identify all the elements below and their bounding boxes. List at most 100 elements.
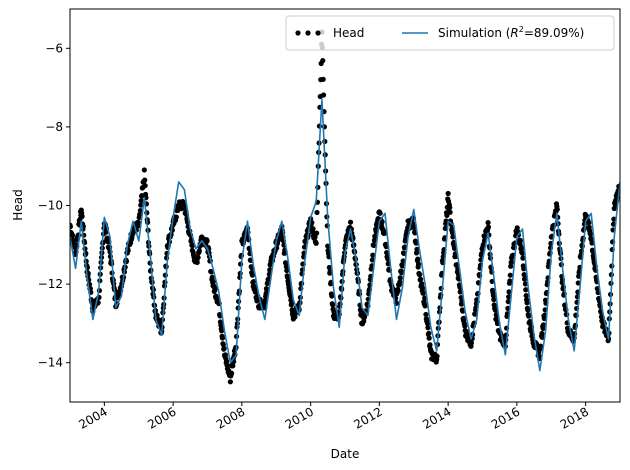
head-point: [523, 287, 529, 293]
head-point: [249, 272, 256, 278]
head-point: [221, 345, 227, 352]
head-point: [320, 76, 326, 82]
x-axis: 2004 2006 2008 2010 2012 2014 2016 2018: [76, 402, 591, 432]
head-point: [384, 249, 390, 256]
head-point: [464, 329, 470, 335]
head-point: [434, 353, 440, 359]
head-point: [589, 240, 595, 246]
head-point: [517, 238, 524, 244]
head-point: [417, 272, 423, 278]
y-tick-label: −6: [45, 41, 63, 55]
head-point: [313, 240, 319, 246]
head-point: [540, 322, 547, 328]
head-point: [219, 335, 226, 341]
head-point: [425, 324, 431, 331]
y-tick-label: −14: [38, 356, 63, 370]
legend-simulation-sup: 2: [519, 25, 524, 34]
head-point: [507, 272, 513, 278]
head-point: [420, 285, 426, 291]
x-tick-label: 2008: [214, 404, 247, 431]
legend: Head Simulation (R2=89.09%): [285, 15, 615, 51]
head-point: [414, 246, 420, 252]
legend-simulation-text: Simulation (R2=89.09%): [438, 25, 584, 40]
head-point: [138, 202, 144, 208]
head-point: [398, 270, 405, 276]
legend-simulation-text-part: =89.09%): [524, 26, 585, 40]
head-point: [419, 281, 425, 287]
head-point: [491, 297, 497, 303]
x-tick-label: 2014: [420, 404, 453, 431]
head-point: [492, 307, 499, 313]
head-point: [210, 279, 217, 285]
head-point: [195, 254, 201, 261]
head-point: [329, 293, 335, 299]
y-tick-label: −12: [38, 277, 63, 291]
head-point: [514, 225, 520, 231]
head-point: [383, 244, 389, 250]
x-tick-label: 2004: [76, 404, 109, 431]
head-point: [196, 248, 202, 254]
head-point: [525, 307, 531, 313]
legend-head-marker: [315, 30, 321, 36]
head-point: [489, 278, 495, 285]
head-point: [284, 267, 290, 274]
y-tick-label: −10: [38, 199, 63, 213]
head-point: [283, 264, 289, 270]
head-point: [230, 363, 236, 369]
head-point: [227, 379, 233, 385]
head-point: [137, 207, 143, 214]
head-point: [524, 300, 530, 306]
y-tick-label: −8: [45, 120, 63, 134]
head-point: [586, 220, 592, 226]
head-point: [485, 224, 492, 230]
head-point: [141, 167, 147, 173]
head-point: [423, 311, 429, 318]
head-point: [442, 225, 448, 232]
head-point: [509, 259, 515, 265]
head-point: [209, 274, 215, 280]
head-point: [262, 297, 268, 303]
head-point: [424, 320, 431, 327]
head-point: [451, 239, 457, 246]
head-point: [142, 177, 148, 183]
head-point: [320, 92, 327, 98]
legend-simulation-r: R: [510, 26, 518, 40]
head-point: [370, 252, 376, 258]
head-point: [415, 256, 421, 262]
head-point: [505, 299, 511, 305]
legend-head-label: Head: [333, 26, 364, 40]
head-point: [468, 340, 475, 346]
head-point: [444, 212, 450, 218]
head-point: [225, 363, 231, 369]
head-point: [194, 259, 200, 266]
head-point: [426, 335, 432, 341]
x-tick-label: 2016: [489, 404, 522, 431]
head-point: [447, 209, 453, 215]
head-point: [361, 314, 368, 320]
head-point: [450, 234, 456, 240]
head-point: [445, 190, 451, 197]
head-point: [485, 220, 491, 226]
head-point: [507, 278, 513, 284]
head-point: [401, 250, 407, 257]
head-point: [424, 317, 430, 323]
head-point: [590, 248, 596, 255]
head-point: [506, 289, 512, 295]
head-point: [292, 314, 298, 320]
head-point: [325, 243, 331, 249]
head-point: [79, 213, 85, 219]
head-point: [377, 210, 383, 216]
head-point: [212, 286, 218, 292]
head-point: [490, 293, 496, 299]
head-point: [70, 223, 73, 230]
head-point: [284, 274, 291, 281]
head-point: [415, 261, 422, 267]
x-tick-label: 2018: [558, 404, 591, 431]
head-point: [521, 266, 527, 272]
head-point: [142, 183, 148, 189]
head-point: [447, 204, 453, 211]
head-point: [379, 219, 385, 225]
head-point: [527, 318, 533, 325]
head-point: [461, 315, 467, 321]
legend-head-marker: [295, 30, 301, 36]
